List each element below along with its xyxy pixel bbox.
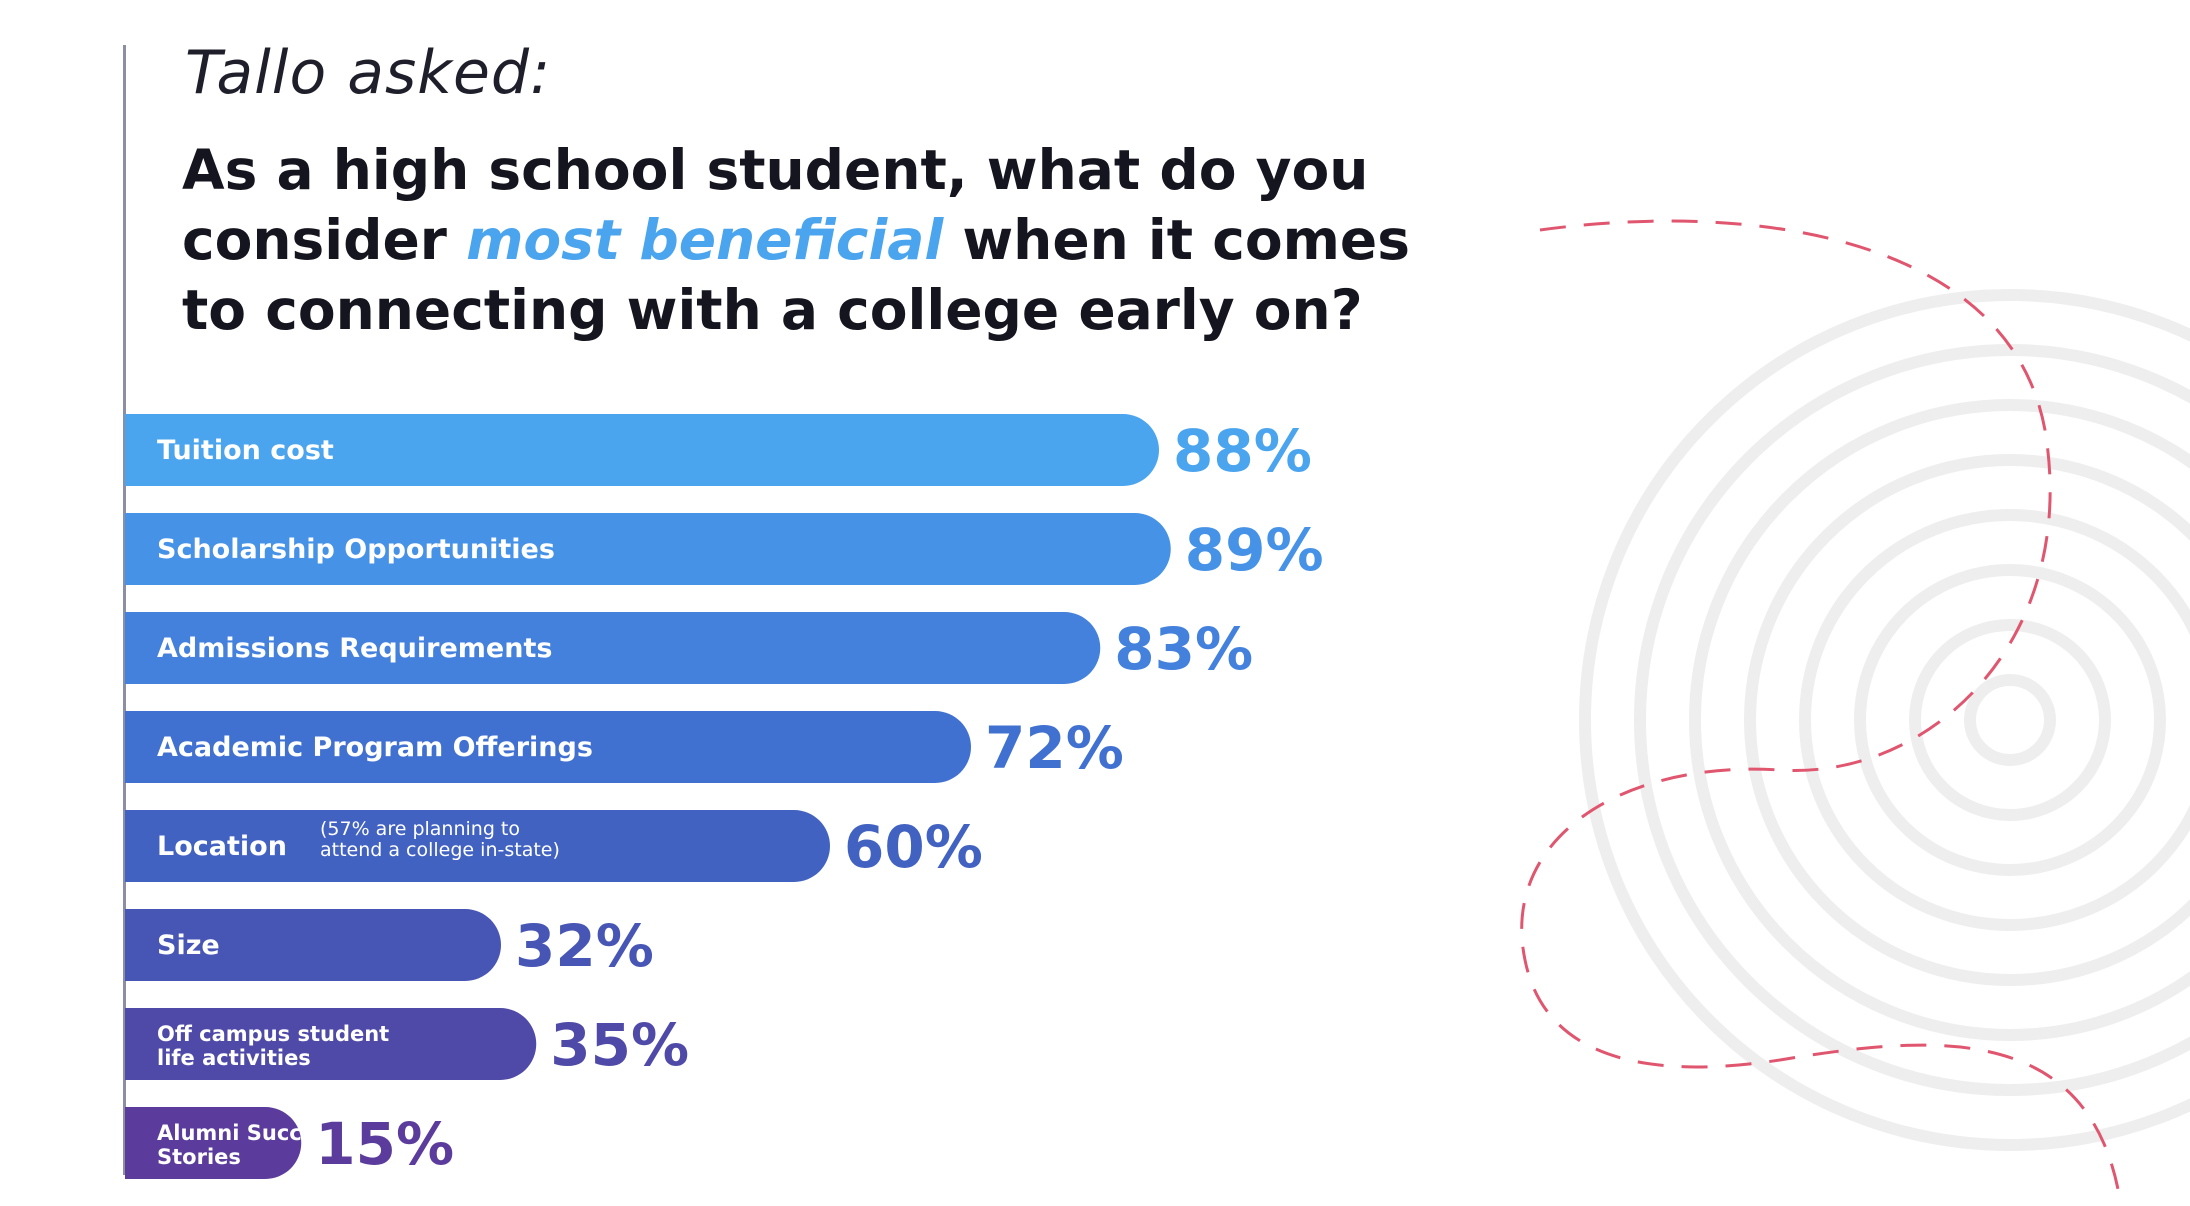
question-text-part2: when it comes to connecting with a colle… — [182, 208, 1410, 342]
bar-value-label: 89% — [1185, 516, 1324, 584]
bar-value-label: 60% — [844, 813, 983, 881]
bar-category-label: Size — [157, 930, 220, 961]
bar — [125, 909, 501, 981]
bar-note: (57% are planning to attend a college in-… — [320, 818, 560, 861]
bar — [125, 1107, 302, 1179]
bar — [125, 612, 1101, 684]
bar-category-label: Location — [157, 831, 287, 862]
survey-question: As a high school student, what do you co… — [182, 135, 1482, 345]
dashed-swirl-line — [1520, 219, 2122, 1201]
bar-category-label: Scholarship Opportunities — [157, 534, 555, 565]
bar-value-label: 32% — [515, 912, 654, 980]
bar-value-label: 15% — [315, 1110, 454, 1178]
bar-category-label: Admissions Requirements — [157, 633, 552, 664]
bar — [125, 711, 971, 783]
fingerprint-rings-icon — [1579, 289, 2190, 1151]
bar — [125, 414, 1159, 486]
bar-category-label: Academic Program Offerings — [157, 732, 593, 763]
bar-value-label: 35% — [550, 1011, 689, 1079]
bar-value-label: 72% — [985, 714, 1124, 782]
bar-category-label: Tuition cost — [157, 435, 334, 466]
bar — [125, 513, 1171, 585]
bar — [125, 810, 830, 882]
bar-category-label: Off campus student life activities — [157, 1022, 389, 1070]
question-highlight: most beneficial — [466, 208, 944, 272]
bar-value-label: 83% — [1114, 615, 1253, 683]
bar-value-label: 88% — [1173, 417, 1312, 485]
bar — [125, 1008, 537, 1080]
question-text-part1: As a high school student, what do you co… — [182, 138, 1369, 272]
bar-category-label: Alumni Success Stories — [157, 1121, 341, 1169]
survey-source-label: Tallo asked: — [185, 38, 552, 108]
left-accent-line — [123, 45, 126, 1175]
